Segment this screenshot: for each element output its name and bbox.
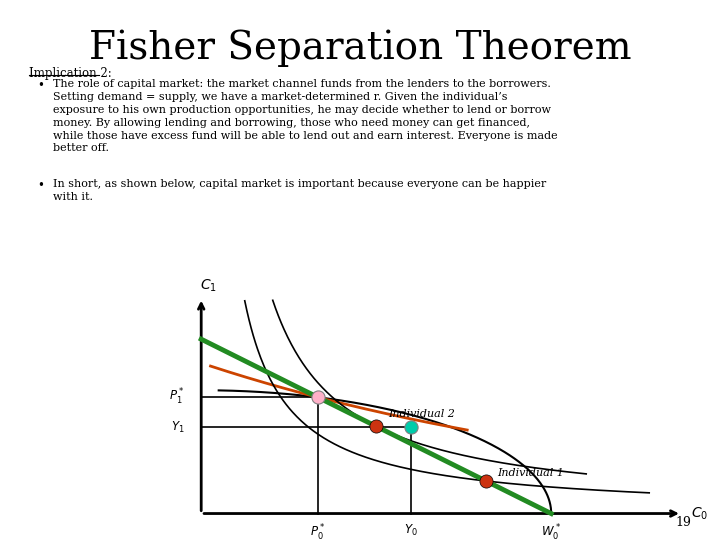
- Text: $W^*_0$: $W^*_0$: [541, 523, 561, 540]
- Text: $C_0$: $C_0$: [691, 505, 708, 522]
- Text: In short, as shown below, capital market is important because everyone can be ha: In short, as shown below, capital market…: [53, 179, 546, 202]
- Point: [405, 423, 417, 431]
- Point: [480, 477, 492, 485]
- Text: $C_1$: $C_1$: [199, 277, 217, 294]
- Text: 19: 19: [675, 516, 691, 529]
- Point: [370, 422, 382, 431]
- Text: Implication 2:: Implication 2:: [29, 68, 112, 80]
- Text: •: •: [37, 79, 45, 92]
- Text: $P^*_1$: $P^*_1$: [169, 387, 185, 407]
- Text: Fisher Separation Theorem: Fisher Separation Theorem: [89, 30, 631, 67]
- Text: The role of capital market: the market channel funds from the lenders to the bor: The role of capital market: the market c…: [53, 79, 557, 153]
- Text: Individual 2: Individual 2: [388, 409, 455, 419]
- Point: [312, 393, 323, 402]
- Text: Individual 1: Individual 1: [498, 468, 564, 478]
- Text: $P^*_0$: $P^*_0$: [310, 523, 325, 540]
- Text: $Y_0$: $Y_0$: [405, 523, 418, 538]
- Text: $Y_1$: $Y_1$: [171, 420, 185, 435]
- Text: •: •: [37, 179, 45, 192]
